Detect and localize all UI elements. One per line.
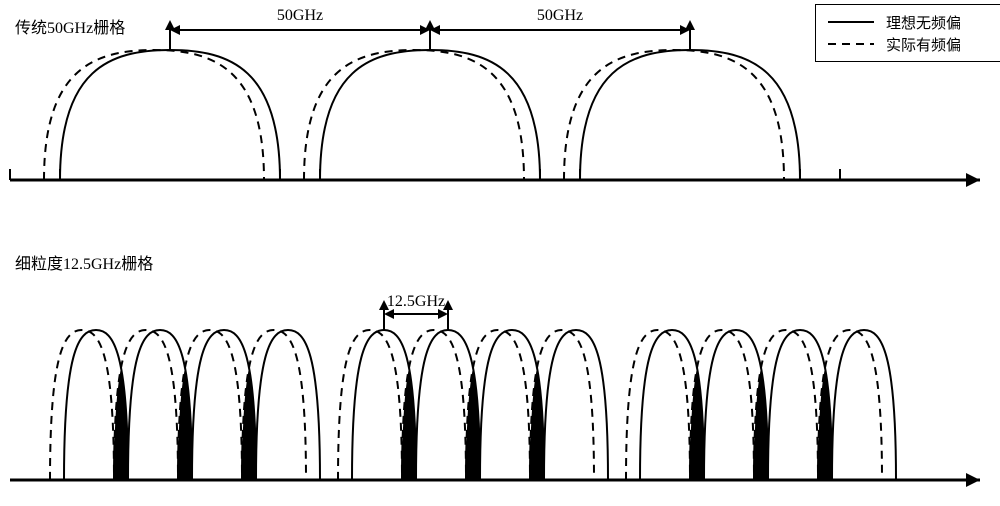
lobe-solid	[256, 330, 320, 480]
lobe-dashed	[626, 330, 690, 480]
lobe-dashed	[304, 50, 524, 180]
panel-bottom: 12.5GHz	[50, 293, 896, 480]
lobe-dashed	[564, 50, 784, 180]
legend-dashed-icon	[826, 35, 876, 53]
span-label: 50GHz	[277, 7, 323, 24]
legend-row: 实际有频偏	[826, 33, 996, 55]
legend-solid-icon	[826, 13, 876, 31]
span-label: 50GHz	[537, 7, 583, 24]
lobe-solid	[580, 50, 800, 180]
lobe-dashed	[50, 330, 114, 480]
panel-title: 传统50GHz栅格	[15, 14, 125, 38]
lobe-dashed	[338, 330, 402, 480]
legend-label: 理想无频偏	[886, 12, 961, 33]
legend-row: 理想无频偏	[826, 11, 996, 33]
lobe-dashed	[44, 50, 264, 180]
lobe-solid	[832, 330, 896, 480]
legend-label: 实际有频偏	[886, 34, 961, 55]
lobe-solid	[544, 330, 608, 480]
lobe-solid	[60, 50, 280, 180]
panel-top: 50GHz 50GHz	[10, 7, 840, 180]
span-label: 12.5GHz	[387, 293, 445, 310]
legend: 理想无频偏实际有频偏	[815, 4, 1000, 62]
lobe-solid	[320, 50, 540, 180]
panel-title: 细粒度12.5GHz栅格	[15, 250, 153, 274]
